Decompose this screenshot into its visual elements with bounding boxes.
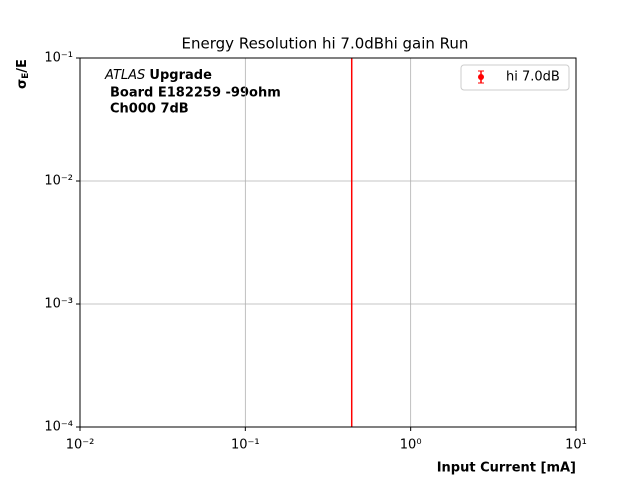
- x-axis-label: Input Current [mA]: [437, 461, 576, 476]
- x-tick-label: 10⁻²: [66, 438, 95, 453]
- annotation-line: Board E182259 -99ohm: [110, 86, 281, 101]
- y-axis-label: σE/E: [15, 59, 31, 89]
- annotation: ATLAS Upgrade: [104, 68, 212, 83]
- y-label-symbol: σ: [15, 79, 30, 89]
- x-tick-label: 10¹: [565, 438, 587, 453]
- legend-box: [460, 64, 570, 91]
- y-tick-label: 10⁻²: [44, 174, 73, 189]
- annotation-bold: Upgrade: [149, 68, 212, 83]
- annotation-italic: ATLAS: [104, 68, 145, 83]
- y-label-rest: /E: [15, 59, 30, 73]
- legend-label: hi 7.0dB: [506, 70, 560, 85]
- y-tick-label: 10⁻³: [44, 297, 73, 312]
- x-tick-label: 10⁻¹: [231, 438, 260, 453]
- legend-marker: [478, 74, 484, 80]
- y-label-subscript: E: [21, 73, 31, 79]
- plot-frame: [79, 57, 577, 428]
- y-tick-label: 10⁻⁴: [44, 420, 73, 435]
- x-tick-label: 10⁰: [400, 438, 422, 453]
- y-tick-label: 10⁻¹: [44, 51, 73, 66]
- annotation-line: Ch000 7dB: [110, 102, 189, 117]
- chart-title: Energy Resolution hi 7.0dBhi gain Run: [182, 35, 469, 53]
